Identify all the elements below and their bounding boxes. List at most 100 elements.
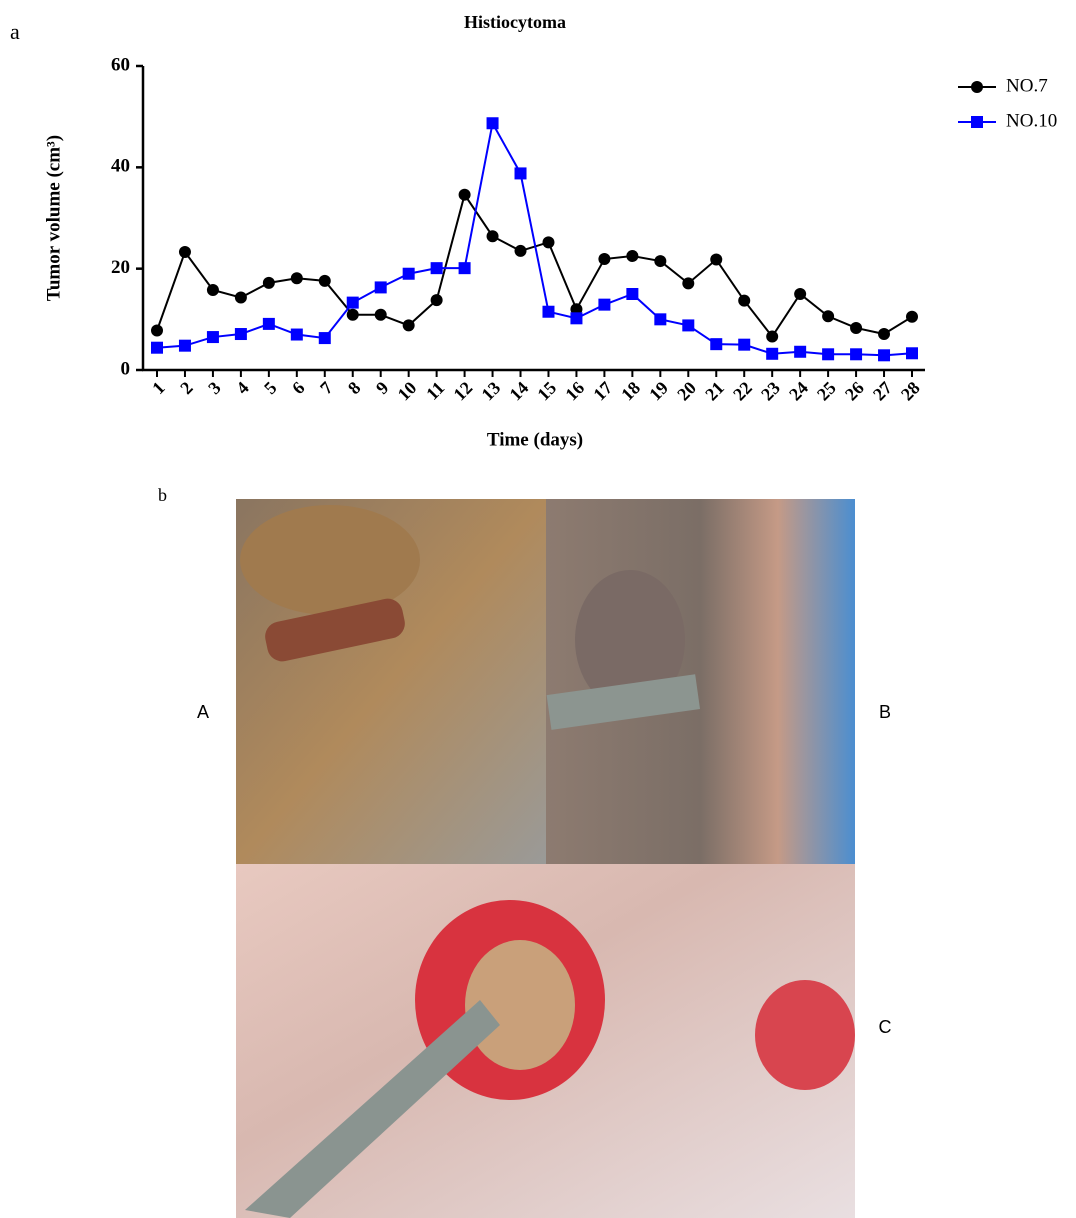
- data-point: [151, 342, 163, 354]
- x-tick-label: 1: [148, 378, 169, 399]
- chart-title: Histiocytoma: [464, 12, 566, 32]
- data-point: [850, 348, 862, 360]
- data-point: [654, 255, 666, 267]
- data-point: [822, 310, 834, 322]
- x-tick-label: 10: [394, 378, 421, 405]
- legend-label: NO.10: [1006, 110, 1057, 131]
- data-point: [710, 254, 722, 266]
- data-point: [710, 338, 722, 350]
- x-tick-label: 5: [260, 378, 281, 399]
- x-tick-label: 19: [645, 378, 672, 405]
- data-point: [542, 306, 554, 318]
- panel-label: a: [10, 19, 20, 44]
- data-point: [878, 349, 890, 361]
- x-tick-label: 23: [757, 378, 784, 405]
- data-point: [626, 288, 638, 300]
- photo-detail: [240, 505, 420, 615]
- data-point: [878, 328, 890, 340]
- data-point: [403, 268, 415, 280]
- data-point: [598, 299, 610, 311]
- data-point: [291, 272, 303, 284]
- data-point: [515, 245, 527, 257]
- x-tick-label: 17: [589, 378, 616, 405]
- figure: a Histiocytoma Time (days) Tumor volume …: [0, 0, 1076, 1218]
- data-point: [682, 319, 694, 331]
- data-point: [459, 189, 471, 201]
- y-tick-label: 60: [111, 54, 130, 75]
- data-point: [906, 311, 918, 323]
- data-point: [207, 331, 219, 343]
- x-tick-label: 18: [617, 378, 644, 405]
- data-point: [598, 253, 610, 265]
- x-tick-label: 4: [232, 378, 253, 399]
- data-point: [487, 117, 499, 129]
- x-tick-label: 25: [813, 378, 840, 405]
- data-point: [235, 328, 247, 340]
- y-tick-label: 40: [111, 156, 130, 177]
- data-point: [263, 318, 275, 330]
- data-point: [794, 288, 806, 300]
- x-tick-label: 22: [729, 378, 756, 405]
- x-tick-label: 16: [561, 378, 588, 405]
- y-tick-label: 20: [111, 257, 130, 278]
- data-point: [235, 292, 247, 304]
- data-point: [459, 262, 471, 274]
- data-point: [347, 309, 359, 321]
- data-point: [822, 348, 834, 360]
- photo-label: B: [879, 702, 891, 722]
- photo-label: C: [879, 1017, 892, 1037]
- panel-label: b: [158, 485, 167, 505]
- data-point: [766, 331, 778, 343]
- data-point: [794, 346, 806, 358]
- x-tick-label: 24: [785, 378, 812, 405]
- data-point: [319, 332, 331, 344]
- data-point: [487, 230, 499, 242]
- data-point: [375, 309, 387, 321]
- x-tick-label: 20: [673, 378, 700, 405]
- data-point: [654, 313, 666, 325]
- data-point: [766, 348, 778, 360]
- data-point: [542, 236, 554, 248]
- legend-marker: [971, 81, 983, 93]
- data-point: [626, 250, 638, 262]
- data-point: [179, 246, 191, 258]
- data-point: [207, 284, 219, 296]
- data-point: [347, 297, 359, 309]
- x-tick-label: 28: [897, 378, 924, 405]
- x-tick-label: 13: [477, 378, 504, 405]
- series-line: [157, 195, 912, 337]
- x-tick-label: 15: [533, 378, 560, 405]
- x-tick-label: 2: [176, 378, 197, 399]
- data-point: [179, 340, 191, 352]
- x-tick-label: 9: [372, 378, 393, 399]
- data-point: [515, 167, 527, 179]
- data-point: [738, 339, 750, 351]
- data-point: [263, 277, 275, 289]
- legend-marker: [971, 116, 983, 128]
- data-point: [570, 312, 582, 324]
- data-point: [319, 275, 331, 287]
- photo-label: A: [197, 702, 209, 722]
- x-tick-label: 7: [316, 378, 337, 399]
- data-point: [375, 281, 387, 293]
- photo-detail: [755, 980, 855, 1090]
- y-axis-label: Tumor volume (cm³): [43, 135, 64, 301]
- data-point: [906, 347, 918, 359]
- data-point: [682, 277, 694, 289]
- x-tick-label: 6: [288, 378, 309, 399]
- y-tick-label: 0: [121, 358, 131, 379]
- data-point: [403, 319, 415, 331]
- data-point: [151, 324, 163, 336]
- data-point: [431, 262, 443, 274]
- data-point: [738, 295, 750, 307]
- legend-label: NO.7: [1006, 75, 1048, 96]
- x-tick-label: 21: [701, 378, 728, 405]
- x-tick-label: 8: [344, 378, 365, 399]
- x-tick-label: 14: [505, 378, 532, 405]
- x-tick-label: 26: [841, 378, 868, 405]
- x-tick-label: 3: [204, 378, 225, 399]
- x-tick-label: 12: [449, 378, 476, 405]
- data-point: [431, 294, 443, 306]
- data-point: [291, 329, 303, 341]
- x-axis-label: Time (days): [487, 429, 583, 450]
